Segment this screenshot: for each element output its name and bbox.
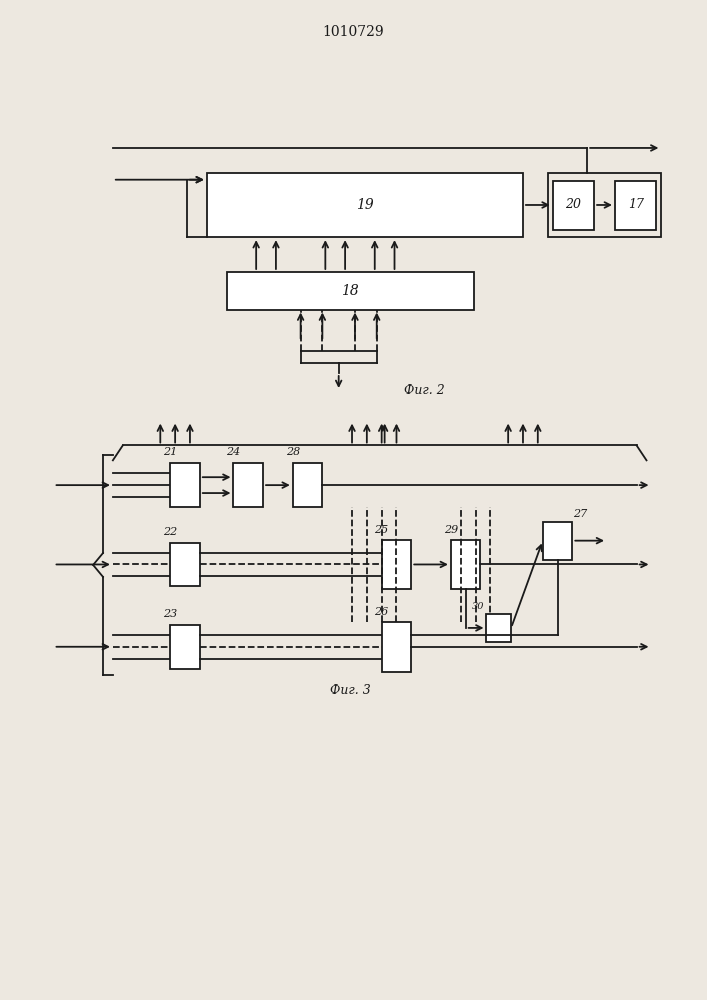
FancyBboxPatch shape	[233, 463, 263, 507]
Text: 20: 20	[566, 198, 581, 211]
Text: 29: 29	[444, 525, 458, 535]
FancyBboxPatch shape	[293, 463, 322, 507]
Text: 26: 26	[375, 607, 389, 617]
FancyBboxPatch shape	[615, 181, 656, 230]
Text: 22: 22	[163, 527, 177, 537]
Text: 25: 25	[375, 525, 389, 535]
Text: Фиг. 3: Фиг. 3	[330, 684, 371, 697]
Text: Фиг. 2: Фиг. 2	[404, 384, 445, 397]
Text: 23: 23	[163, 609, 177, 619]
FancyBboxPatch shape	[226, 272, 474, 310]
FancyBboxPatch shape	[382, 622, 411, 672]
FancyBboxPatch shape	[543, 522, 573, 560]
Text: 17: 17	[628, 198, 643, 211]
Text: 28: 28	[286, 447, 300, 457]
FancyBboxPatch shape	[206, 173, 523, 237]
FancyBboxPatch shape	[170, 463, 200, 507]
Text: 19: 19	[356, 198, 374, 212]
Text: 27: 27	[573, 509, 588, 519]
Text: 18: 18	[341, 284, 359, 298]
FancyBboxPatch shape	[170, 543, 200, 586]
FancyBboxPatch shape	[170, 625, 200, 669]
Text: 30: 30	[472, 602, 485, 611]
FancyBboxPatch shape	[486, 614, 511, 642]
Text: 1010729: 1010729	[322, 25, 385, 39]
Text: 24: 24	[226, 447, 240, 457]
FancyBboxPatch shape	[451, 540, 481, 589]
FancyBboxPatch shape	[553, 181, 594, 230]
Text: 21: 21	[163, 447, 177, 457]
FancyBboxPatch shape	[382, 540, 411, 589]
